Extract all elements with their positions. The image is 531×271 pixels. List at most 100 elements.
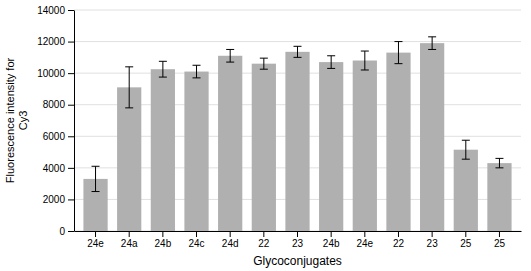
x-tick-mark: [263, 231, 264, 237]
x-tick-label: 25: [494, 238, 506, 249]
x-tick-mark: [196, 231, 197, 237]
x-tick-mark: [129, 231, 130, 237]
x-axis-title: Glycoconjugates: [253, 254, 342, 268]
y-tick: 4000: [43, 163, 74, 174]
x-tick-label: 24c: [188, 238, 204, 249]
y-tick-mark: [68, 105, 74, 106]
y-tick-mark: [68, 136, 74, 137]
error-bar: [162, 61, 163, 77]
y-tick: 14000: [37, 5, 74, 16]
y-tick: 6000: [43, 131, 74, 142]
error-cap: [125, 107, 133, 108]
y-axis-title: Fluorescence intensity forCy3: [4, 58, 29, 184]
x-tick-mark: [499, 231, 500, 237]
x-tick-label: 24a: [121, 238, 138, 249]
error-cap: [193, 65, 201, 66]
y-tick: 0: [59, 226, 74, 237]
y-tick: 10000: [37, 68, 74, 79]
y-tick-label: 10000: [37, 68, 65, 79]
error-bar: [263, 58, 264, 69]
x-tick: 23: [427, 231, 439, 249]
error-bar: [364, 51, 365, 70]
error-bar: [331, 56, 332, 69]
x-tick-label: 24e: [356, 238, 373, 249]
error-cap: [226, 62, 234, 63]
y-tick: 2000: [43, 194, 74, 205]
error-bar: [432, 37, 433, 50]
x-tick: 25: [494, 231, 506, 249]
bar: [454, 150, 478, 231]
y-tick: 12000: [37, 36, 74, 47]
x-tick: 22: [393, 231, 405, 249]
bar: [285, 52, 309, 231]
grid-line: [74, 41, 521, 42]
error-cap: [260, 69, 268, 70]
error-cap: [327, 55, 335, 56]
error-cap: [428, 36, 436, 37]
marks: [83, 37, 511, 231]
plot: 0200040006000800010000120001400024e24a24…: [37, 5, 521, 249]
bar: [487, 163, 511, 231]
y-tick-label: 4000: [43, 163, 66, 174]
x-tick: 24d: [222, 231, 239, 249]
bar: [353, 61, 377, 231]
error-cap: [462, 140, 470, 141]
error-bar: [129, 67, 130, 108]
error-cap: [92, 191, 100, 192]
bar: [420, 43, 444, 231]
x-tick-label: 24d: [222, 238, 239, 249]
error-cap: [361, 51, 369, 52]
y-tick-mark: [68, 199, 74, 200]
x-tick: 24a: [121, 231, 138, 249]
error-cap: [394, 41, 402, 42]
x-tick: 22: [258, 231, 270, 249]
x-tick: 24c: [188, 231, 204, 249]
x-tick: 24b: [323, 231, 340, 249]
x-tick-mark: [95, 231, 96, 237]
bar: [151, 69, 175, 231]
error-cap: [495, 158, 503, 159]
grid: [74, 10, 521, 231]
y-tick-mark: [68, 168, 74, 169]
x-tick-mark: [465, 231, 466, 237]
y-tick-label: 8000: [43, 99, 66, 110]
error-cap: [226, 49, 234, 50]
x-tick-label: 23: [427, 238, 439, 249]
error-cap: [495, 167, 503, 168]
x-axis: 24e 24a 24b 24c 24d 22 23 24b 24e 22 23 25 25: [75, 231, 522, 249]
error-bar: [95, 166, 96, 191]
error-bar: [398, 42, 399, 64]
error-cap: [260, 58, 268, 59]
y-tick-mark: [68, 231, 74, 232]
x-tick-label: 24e: [87, 238, 104, 249]
x-tick-mark: [398, 231, 399, 237]
error-bar: [465, 140, 466, 159]
x-tick-label: 22: [258, 238, 270, 249]
error-cap: [361, 69, 369, 70]
chart: 0200040006000800010000120001400024e24a24…: [0, 0, 531, 271]
error-cap: [125, 66, 133, 67]
error-cap: [428, 49, 436, 50]
x-tick-label: 25: [460, 238, 472, 249]
x-tick: 24e: [356, 231, 373, 249]
error-cap: [294, 57, 302, 58]
y-tick-label: 6000: [43, 131, 66, 142]
bar: [117, 87, 141, 231]
error-bar: [196, 65, 197, 78]
x-tick-label: 24b: [155, 238, 172, 249]
y-axis-title-line: Cy3: [17, 111, 29, 131]
bar: [319, 62, 343, 231]
y-tick-label: 12000: [37, 36, 65, 47]
x-tick-label: 22: [393, 238, 405, 249]
y-tick-mark: [68, 10, 74, 11]
x-tick-label: 23: [292, 238, 304, 249]
error-cap: [159, 61, 167, 62]
y-axis-title-line: Fluorescence intensity for: [4, 58, 16, 184]
bar: [386, 53, 410, 231]
error-cap: [294, 46, 302, 47]
y-tick-label: 0: [59, 226, 65, 237]
bar: [218, 56, 242, 231]
x-tick: 24e: [87, 231, 104, 249]
y-axis-line: [74, 11, 75, 232]
y-tick-label: 14000: [37, 5, 65, 16]
